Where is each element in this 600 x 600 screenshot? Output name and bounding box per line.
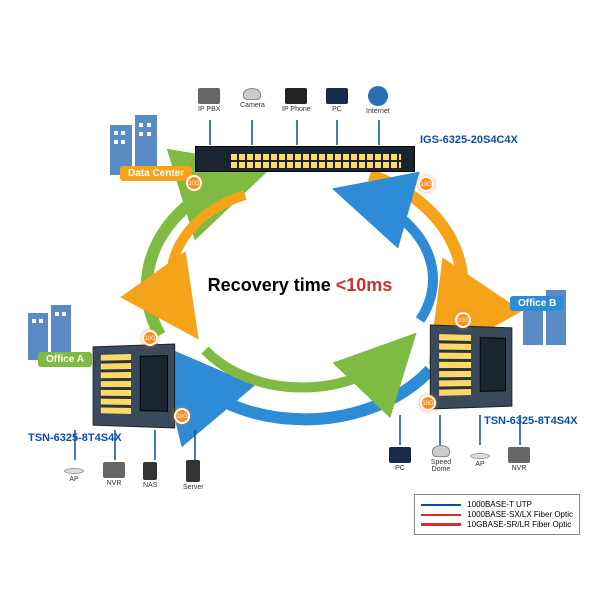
officeB-dome: Speed Dome (426, 445, 456, 473)
officeA-nas: NAS (143, 462, 157, 489)
badge-10g-a-top: 10G (142, 330, 158, 346)
officeA-switch (93, 344, 176, 429)
datacenter-switch (195, 146, 415, 172)
officeA-pill: Office A (38, 352, 92, 367)
dev-pc: PC (326, 88, 348, 113)
dev-camera: Camera (240, 88, 265, 109)
officeB-switch (430, 325, 513, 410)
dev-ipphone: IP Phone (282, 88, 311, 113)
officeB-ap: AP (470, 447, 490, 468)
officeB-nvr: NVR (508, 447, 530, 472)
center-prefix: Recovery time (208, 275, 336, 295)
officeA-server: Server (183, 460, 204, 491)
officeA-ap: AP (64, 462, 84, 483)
badge-10g-b-top: 10G (455, 312, 471, 328)
legend: 1000BASE-T UTP 1000BASE-SX/LX Fiber Opti… (414, 494, 580, 535)
officeA-nvr: NVR (103, 462, 125, 487)
datacenter-pill: Data Center (120, 166, 192, 181)
legend-row-1: 1000BASE-SX/LX Fiber Optic (421, 510, 573, 519)
dev-ippbx: IP PBX (198, 88, 220, 113)
center-value: <10ms (336, 275, 393, 295)
legend-row-0: 1000BASE-T UTP (421, 500, 573, 509)
badge-10g-dc-left: 10G (186, 175, 202, 191)
officeB-pill: Office B (510, 296, 564, 311)
datacenter-model: IGS-6325-20S4C4X (420, 134, 518, 146)
dev-internet: Internet (366, 86, 390, 115)
badge-10g-b-bot: 10G (420, 395, 436, 411)
officeA-model: TSN-6325-8T4S4X (28, 432, 122, 444)
officeB-model: TSN-6325-8T4S4X (484, 415, 578, 427)
diagram-stage: Recovery time <10ms Data Center IP PBX C… (0, 0, 600, 600)
officeB-pc: PC (389, 447, 411, 472)
legend-row-2: 10GBASE-SR/LR Fiber Optic (421, 520, 573, 529)
center-recovery-text: Recovery time <10ms (200, 275, 400, 296)
badge-10g-dc-right: 10G (418, 176, 434, 192)
badge-10g-a-bot: 10G (174, 408, 190, 424)
